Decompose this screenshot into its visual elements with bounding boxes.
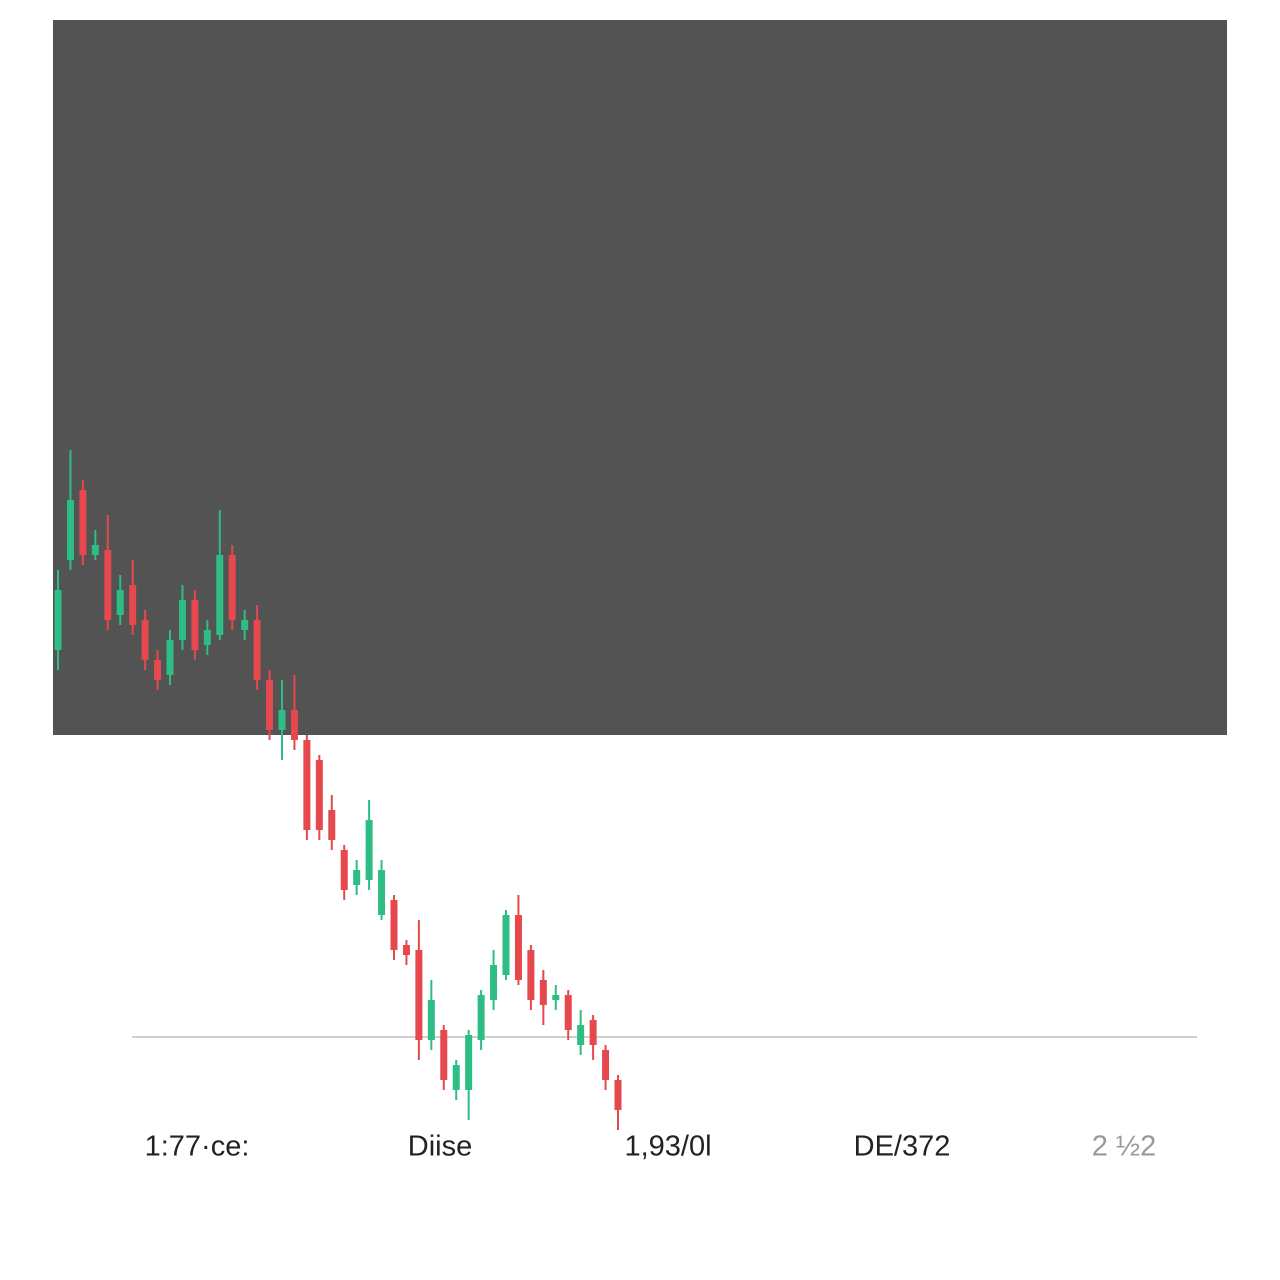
candle-body [129,585,137,625]
candle-body [116,590,124,615]
candle-body [365,820,373,880]
candle-body [166,640,174,675]
candle-body [527,950,535,1000]
footer-label: 2 ½2 [1092,1131,1157,1163]
candle-body [141,620,149,660]
candle-body [315,760,323,830]
candle-body [415,950,423,1040]
footer-label: 1:77·ce: [145,1131,250,1163]
candle-body [241,620,249,630]
candle-body [154,660,162,680]
footer-label: 1,93/0l [624,1131,711,1163]
candle-body [539,980,547,1005]
candle-body [191,600,199,650]
candle-body [353,870,361,885]
candle-body [427,1000,435,1040]
candle-body [589,1020,597,1045]
candle-body [278,710,286,730]
candle-body [66,500,74,560]
candle-body [502,915,510,975]
candle-body [253,620,261,680]
candle-body [203,630,211,645]
candle-body [266,680,274,730]
candle-body [602,1050,610,1080]
candle-body [328,810,336,840]
candle-body [452,1065,460,1090]
candle-body [402,945,410,955]
candle-body [290,710,298,740]
candle-body [303,740,311,830]
candle-body [91,545,99,555]
candle-body [465,1035,473,1090]
candle-body [477,995,485,1040]
overlay-panel [53,20,1227,735]
candle-body [54,590,62,650]
candle-body [490,965,498,1000]
footer-label: Diise [408,1131,472,1163]
candle-body [216,555,224,635]
footer-label: DE/372 [854,1131,951,1163]
candle-body [378,870,386,915]
candle-body [104,550,112,620]
candle-body [340,850,348,890]
candle-body [79,490,87,555]
candle-body [228,555,236,620]
candle-body [614,1080,622,1110]
candle-body [564,995,572,1030]
candle-body [440,1030,448,1080]
candle-body [390,900,398,950]
candle-body [514,915,522,980]
candle-body [577,1025,585,1045]
candle-body [552,995,560,1000]
candle-body [178,600,186,640]
